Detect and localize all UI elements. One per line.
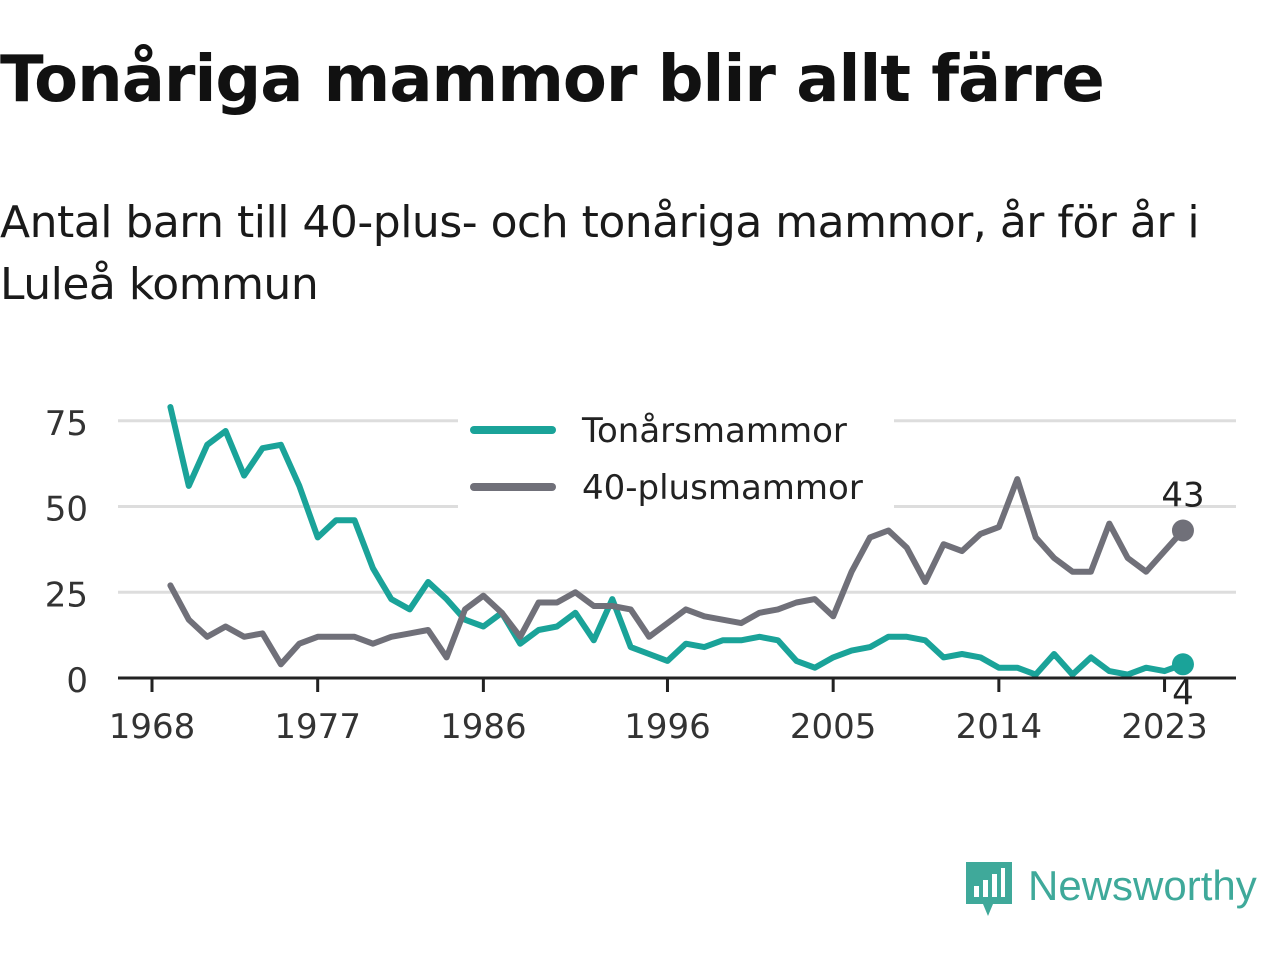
- legend-label: Tonårsmammor: [581, 411, 847, 451]
- x-tick-label: 1968: [109, 707, 196, 747]
- legend-background: [458, 400, 894, 512]
- end-value-label: 43: [1161, 476, 1204, 516]
- series-lines: [167, 404, 1186, 678]
- series-line-40-plusmammor: [167, 476, 1186, 668]
- x-tick-label: 2005: [790, 707, 877, 747]
- x-tick-label: 1986: [440, 707, 527, 747]
- brand-logo: Newsworthy: [964, 860, 1257, 924]
- y-tick-label: 50: [45, 490, 88, 530]
- newsworthy-logo-icon: [966, 862, 1012, 916]
- end-point-marker: [1171, 653, 1194, 676]
- brand-name: Newsworthy: [1028, 862, 1257, 909]
- chart-subtitle: Antal barn till 40-plus- och tonåriga ma…: [0, 197, 1200, 310]
- y-tick-label: 75: [45, 404, 88, 444]
- legend: Tonårsmammor 40-plusmammor: [458, 400, 894, 512]
- end-value-label: 4: [1172, 673, 1194, 713]
- x-axis: 1968 1977 1986 1996 2005 2014 2023: [109, 676, 1236, 747]
- x-tick-label: 1996: [624, 707, 711, 747]
- series-line-tonarsmammor: [167, 404, 1186, 678]
- y-tick-label: 25: [45, 575, 88, 615]
- chart-title: Tonåriga mammor blir allt färre: [0, 43, 1105, 117]
- y-tick-label: 0: [66, 661, 88, 701]
- y-axis-tick-labels: 0 25 50 75: [45, 404, 88, 701]
- x-tick-label: 2023: [1121, 707, 1208, 747]
- legend-label: 40-plusmammor: [582, 468, 863, 508]
- end-markers: 4 43: [1161, 476, 1204, 714]
- x-tick-label: 2014: [956, 707, 1043, 747]
- end-point-marker: [1171, 519, 1194, 542]
- x-tick-label: 1977: [274, 707, 361, 747]
